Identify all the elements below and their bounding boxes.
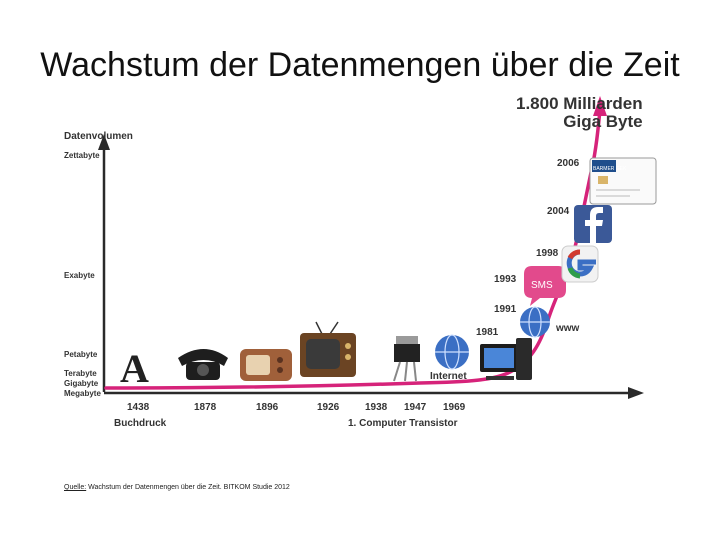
peak-line-1: 1.800 Milliarden bbox=[516, 94, 643, 113]
curve-arrowhead bbox=[593, 96, 607, 116]
year-1991: 1991 bbox=[494, 304, 517, 315]
year-2004: 2004 bbox=[547, 206, 570, 217]
sms-bubble-icon bbox=[524, 266, 566, 306]
y-label-exabyte: Exabyte bbox=[64, 271, 95, 280]
www-globe-icon bbox=[520, 306, 550, 338]
note-transistor: 1. Computer Transistor bbox=[348, 418, 458, 429]
y-axis-arrowhead bbox=[98, 134, 110, 150]
book-letter-icon: A bbox=[120, 346, 149, 391]
transistor-icon bbox=[393, 336, 420, 382]
internet-globe-icon bbox=[435, 334, 469, 370]
label-internet: Internet bbox=[430, 371, 467, 382]
note-buchdruck: Buchdruck bbox=[114, 418, 167, 429]
year-1998: 1998 bbox=[536, 248, 559, 259]
peak-line-2: Giga Byte bbox=[563, 112, 643, 131]
year-2006: 2006 bbox=[557, 158, 580, 169]
label-www: www bbox=[556, 323, 580, 334]
y-label-petabyte: Petabyte bbox=[64, 350, 98, 359]
year-1896: 1896 bbox=[256, 402, 279, 413]
health-card-icon bbox=[589, 157, 657, 205]
slide-title: Wachstum der Datenmengen über die Zeit bbox=[40, 46, 680, 84]
computer-icon bbox=[480, 338, 532, 380]
year-1878: 1878 bbox=[194, 402, 217, 413]
year-1938: 1938 bbox=[365, 402, 388, 413]
telephone-icon bbox=[178, 349, 228, 380]
year-1926: 1926 bbox=[317, 402, 340, 413]
facebook-icon bbox=[574, 205, 612, 243]
year-1438: 1438 bbox=[127, 402, 150, 413]
year-1993: 1993 bbox=[494, 274, 517, 285]
y-label-terabyte: Terabyte bbox=[64, 369, 97, 378]
year-1981: 1981 bbox=[476, 327, 499, 338]
growth-curve bbox=[104, 108, 602, 390]
y-label-megabyte: Megabyte bbox=[64, 389, 101, 398]
health-card-label: BARMER GEK bbox=[593, 166, 627, 172]
y-label-gigabyte: Gigabyte bbox=[64, 379, 99, 388]
x-axis-arrowhead bbox=[628, 387, 644, 399]
television-icon bbox=[300, 321, 356, 377]
source-text: Wachstum der Datenmengen über die Zeit. … bbox=[86, 484, 290, 491]
year-1947: 1947 bbox=[404, 402, 427, 413]
sms-label: SMS bbox=[531, 280, 553, 291]
source-label: Quelle: bbox=[64, 484, 87, 491]
y-axis-title: Datenvolumen bbox=[64, 131, 133, 142]
google-icon bbox=[561, 245, 599, 283]
source-note: Quelle: Wachstum der Datenmengen über di… bbox=[64, 484, 290, 491]
peak-value: 1.800 Milliarden Giga Byte bbox=[516, 95, 643, 131]
year-1969: 1969 bbox=[443, 402, 466, 413]
y-label-zettabyte: Zettabyte bbox=[64, 151, 100, 160]
radio-icon bbox=[240, 349, 292, 381]
